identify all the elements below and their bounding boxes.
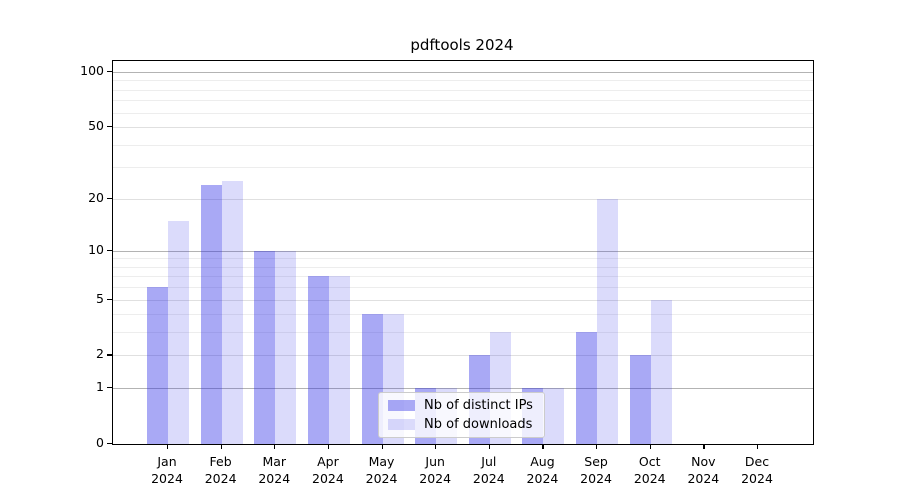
- x-tick-label: Nov 2024: [687, 454, 720, 486]
- x-tick-label: May 2024: [365, 454, 398, 486]
- bar-distinct-ips: [200, 184, 222, 444]
- bar-downloads: [650, 299, 672, 444]
- x-tick-mark: [757, 444, 759, 449]
- gridline-minor: [113, 80, 813, 82]
- x-tick-label: Jul 2024: [472, 454, 505, 486]
- gridline-major: [113, 71, 813, 73]
- gridline-minor: [113, 100, 813, 102]
- y-tick-label: 100: [80, 62, 104, 78]
- x-tick-label: Feb 2024: [204, 454, 237, 486]
- legend-item-downloads: Nb of downloads: [388, 417, 533, 432]
- y-tick-mark: [107, 249, 112, 251]
- bar-downloads: [168, 220, 189, 444]
- y-tick-mark: [107, 197, 112, 199]
- y-tick-label: 2: [96, 346, 104, 362]
- bar-distinct-ips: [147, 287, 168, 444]
- legend-label-distinct-ips: Nb of distinct IPs: [424, 398, 533, 413]
- gridline-major: [113, 198, 813, 200]
- x-tick-mark: [542, 444, 544, 449]
- x-tick-label: Jun 2024: [419, 454, 452, 486]
- y-tick-mark: [107, 298, 112, 300]
- x-tick-label: Oct 2024: [633, 454, 666, 486]
- gridline-major: [113, 355, 813, 357]
- x-tick-mark: [488, 444, 490, 449]
- bar-distinct-ips: [629, 355, 651, 444]
- gridline-minor: [113, 144, 813, 146]
- bar-downloads: [597, 198, 619, 444]
- gridline-minor: [113, 167, 813, 169]
- x-tick-label: Aug 2024: [526, 454, 559, 486]
- y-tick-label: 1: [96, 379, 104, 395]
- y-tick-mark: [107, 443, 112, 445]
- gridline-minor: [113, 314, 813, 316]
- gridline-minor: [113, 266, 813, 268]
- x-tick-label: Mar 2024: [258, 454, 291, 486]
- x-tick-mark: [435, 444, 437, 449]
- y-tick-label: 0: [96, 435, 104, 450]
- legend: Nb of distinct IPs Nb of downloads: [378, 392, 545, 438]
- bar-downloads: [275, 250, 297, 444]
- gridline-minor: [113, 287, 813, 289]
- x-tick-mark: [703, 444, 705, 449]
- plot-area: [112, 60, 814, 445]
- legend-swatch-distinct-ips: [388, 400, 415, 411]
- bar-downloads: [328, 276, 350, 444]
- gridline-major: [113, 388, 813, 390]
- x-tick-mark: [167, 444, 169, 449]
- legend-label-downloads: Nb of downloads: [424, 417, 533, 432]
- y-tick-mark: [107, 70, 112, 73]
- chart-title: pdftools 2024: [410, 36, 514, 54]
- bar-distinct-ips: [307, 276, 329, 444]
- bar-distinct-ips: [361, 314, 383, 444]
- x-tick-mark: [381, 444, 383, 449]
- gridline-major: [113, 127, 813, 129]
- gridline-minor: [113, 89, 813, 91]
- gridline-minor: [113, 332, 813, 334]
- bar-downloads: [543, 388, 565, 444]
- gridline-minor: [113, 276, 813, 278]
- x-tick-mark: [596, 444, 598, 449]
- x-tick-mark: [274, 444, 276, 449]
- legend-item-distinct-ips: Nb of distinct IPs: [388, 398, 533, 413]
- y-tick-label: 10: [88, 241, 104, 257]
- bar-distinct-ips: [576, 332, 598, 444]
- x-tick-label: Sep 2024: [580, 454, 612, 486]
- gridline-major: [113, 250, 813, 252]
- x-tick-label: Jan 2024: [151, 454, 183, 486]
- y-tick-label: 5: [96, 290, 104, 306]
- y-tick-mark: [107, 126, 112, 128]
- legend-swatch-downloads: [388, 419, 415, 430]
- x-tick-mark: [327, 444, 330, 449]
- y-tick-mark: [107, 354, 112, 356]
- y-tick-mark: [107, 387, 112, 389]
- x-tick-label: Apr 2024: [312, 454, 344, 486]
- bar-downloads: [221, 181, 243, 444]
- y-tick-label: 20: [88, 189, 104, 205]
- gridline-minor: [113, 258, 813, 260]
- x-tick-label: Dec 2024: [741, 454, 773, 486]
- gridline-major: [113, 299, 813, 301]
- y-tick-label: 50: [88, 118, 104, 134]
- bar-distinct-ips: [254, 250, 276, 444]
- x-tick-mark: [649, 444, 651, 449]
- gridline-minor: [113, 112, 813, 114]
- x-tick-mark: [220, 444, 222, 449]
